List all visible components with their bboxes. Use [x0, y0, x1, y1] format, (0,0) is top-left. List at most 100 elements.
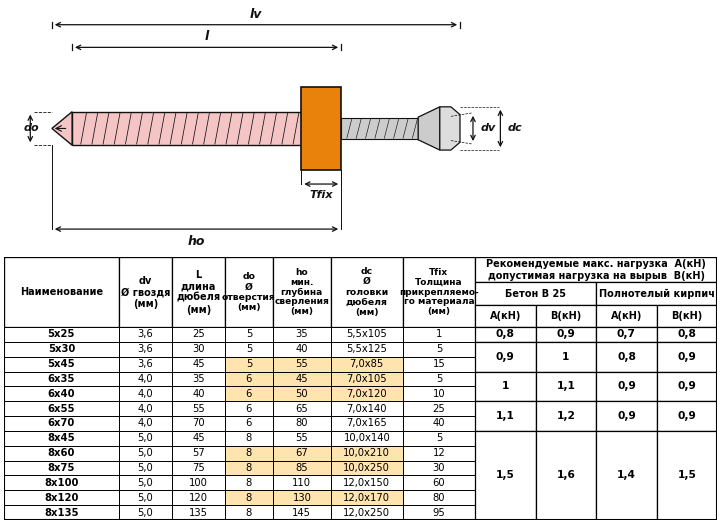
Text: 10,0х210: 10,0х210 — [343, 448, 390, 458]
Text: 1,1: 1,1 — [496, 411, 515, 421]
Bar — [273, 357, 331, 371]
Text: 3,6: 3,6 — [138, 329, 154, 340]
Text: 8х135: 8х135 — [44, 508, 79, 517]
Text: 55: 55 — [296, 433, 308, 444]
Bar — [301, 87, 341, 170]
Bar — [475, 446, 536, 461]
Bar — [536, 431, 596, 520]
Text: 0,9: 0,9 — [496, 352, 515, 362]
Bar — [225, 257, 273, 327]
Bar — [119, 386, 172, 401]
Text: 6: 6 — [246, 404, 252, 413]
Bar — [172, 431, 225, 446]
Text: 8: 8 — [246, 508, 252, 517]
Text: 6х70: 6х70 — [48, 419, 75, 428]
Bar — [331, 371, 403, 386]
Text: lv: lv — [249, 8, 262, 21]
Text: 25: 25 — [192, 329, 205, 340]
Bar — [225, 357, 273, 371]
Text: 4,0: 4,0 — [138, 374, 154, 384]
Text: 12: 12 — [433, 448, 446, 458]
Bar — [172, 505, 225, 520]
Text: 1,1: 1,1 — [557, 381, 575, 392]
Bar — [273, 401, 331, 416]
Bar — [657, 386, 717, 401]
Bar — [536, 327, 596, 342]
Text: dv
Ø гвоздя
(мм): dv Ø гвоздя (мм) — [121, 276, 170, 309]
Bar — [331, 416, 403, 431]
Text: 45: 45 — [296, 374, 308, 384]
Bar — [72, 112, 303, 145]
Bar — [119, 416, 172, 431]
Text: 4,0: 4,0 — [138, 389, 154, 399]
Bar — [403, 327, 475, 342]
Text: 8х75: 8х75 — [48, 463, 75, 473]
Bar — [536, 416, 596, 431]
Text: 6: 6 — [246, 419, 252, 428]
Bar — [536, 446, 596, 461]
Text: 8х45: 8х45 — [48, 433, 75, 444]
Text: 5,0: 5,0 — [138, 493, 154, 503]
Bar — [403, 357, 475, 371]
Bar — [657, 342, 717, 357]
Text: A(кН): A(кН) — [490, 311, 521, 321]
Bar — [596, 490, 657, 505]
Text: Рекомендуемые макс. нагрузка  A(кН)
допустимая нагрузка на вырыв  B(кН): Рекомендуемые макс. нагрузка A(кН) допус… — [486, 259, 706, 281]
Text: 7,0х85: 7,0х85 — [350, 359, 384, 369]
Bar — [119, 401, 172, 416]
Bar — [536, 342, 596, 371]
Bar — [657, 490, 717, 505]
Bar — [596, 342, 657, 371]
Bar — [172, 461, 225, 475]
Text: 5: 5 — [246, 359, 252, 369]
Bar — [536, 357, 596, 371]
Bar — [657, 431, 717, 520]
Bar — [475, 342, 536, 371]
Bar — [657, 327, 717, 342]
Text: 8: 8 — [246, 493, 252, 503]
Text: L
длина
дюбеля
(мм): L длина дюбеля (мм) — [177, 270, 221, 315]
Bar — [403, 401, 475, 416]
Text: 40: 40 — [193, 389, 205, 399]
Bar — [273, 342, 331, 357]
Bar — [341, 118, 418, 139]
Bar — [331, 342, 403, 357]
Text: 0,9: 0,9 — [617, 381, 636, 392]
Bar — [225, 416, 273, 431]
Bar — [475, 371, 536, 386]
Text: 40: 40 — [433, 419, 445, 428]
Text: 8х60: 8х60 — [48, 448, 75, 458]
Bar — [4, 327, 119, 342]
Bar — [475, 327, 536, 342]
Bar — [657, 475, 717, 490]
Bar — [225, 505, 273, 520]
Bar — [403, 386, 475, 401]
Bar — [225, 342, 273, 357]
Bar — [475, 386, 536, 401]
Text: 57: 57 — [192, 448, 205, 458]
Bar — [657, 505, 717, 520]
Bar — [172, 416, 225, 431]
Text: 95: 95 — [433, 508, 446, 517]
Bar — [172, 401, 225, 416]
Bar — [172, 257, 225, 327]
Bar — [596, 282, 717, 305]
Text: 0,9: 0,9 — [678, 411, 696, 421]
Bar — [331, 257, 403, 327]
Bar — [225, 327, 273, 342]
Text: 5х25: 5х25 — [48, 329, 75, 340]
Text: 65: 65 — [296, 404, 308, 413]
Text: dv: dv — [480, 123, 495, 134]
Text: ho: ho — [187, 235, 205, 248]
Bar — [475, 401, 536, 416]
Text: 67: 67 — [296, 448, 308, 458]
Bar — [596, 401, 657, 416]
Bar — [596, 416, 657, 431]
Text: 6: 6 — [246, 374, 252, 384]
Polygon shape — [52, 112, 72, 145]
Bar — [273, 505, 331, 520]
Bar — [657, 431, 717, 446]
Bar — [225, 490, 273, 505]
Bar — [657, 401, 717, 431]
Bar — [536, 371, 596, 386]
